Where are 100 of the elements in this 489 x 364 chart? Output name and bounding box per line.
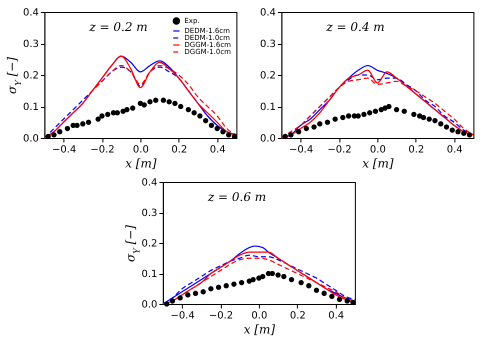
point bbox=[275, 272, 281, 278]
point bbox=[64, 126, 70, 132]
point bbox=[238, 280, 244, 286]
annotation: z = 0.2 m bbox=[88, 20, 148, 34]
point bbox=[372, 108, 378, 114]
x-tick-label: −0.4 bbox=[170, 310, 195, 322]
point bbox=[99, 113, 105, 119]
point bbox=[336, 296, 342, 302]
point bbox=[296, 129, 302, 134]
point bbox=[114, 110, 120, 116]
point bbox=[130, 105, 136, 111]
y-tick-label: 0.0 bbox=[141, 300, 158, 310]
point bbox=[314, 288, 320, 293]
point bbox=[438, 121, 444, 126]
point bbox=[147, 99, 153, 104]
point bbox=[80, 121, 86, 126]
y-tick-label: 0.0 bbox=[22, 134, 39, 144]
point bbox=[226, 132, 232, 138]
x-tick-label: 0.4 bbox=[328, 310, 344, 322]
point bbox=[322, 290, 327, 296]
x-tick-label: −0.4 bbox=[288, 144, 314, 156]
point bbox=[142, 102, 147, 108]
point bbox=[208, 122, 214, 128]
point bbox=[350, 300, 356, 306]
point bbox=[208, 286, 214, 292]
point bbox=[402, 108, 407, 114]
point bbox=[260, 274, 266, 280]
point bbox=[346, 113, 352, 119]
point bbox=[411, 112, 417, 118]
point bbox=[178, 104, 184, 110]
y-tick-label: 0.4 bbox=[260, 8, 276, 18]
point bbox=[426, 116, 432, 122]
point bbox=[311, 124, 317, 130]
point bbox=[281, 274, 286, 280]
x-axis-title: x [m] bbox=[362, 156, 394, 170]
point bbox=[420, 114, 426, 120]
y-tick-label: 0.3 bbox=[141, 208, 158, 219]
point bbox=[282, 134, 288, 140]
point bbox=[298, 280, 304, 286]
point bbox=[170, 298, 176, 304]
point bbox=[51, 132, 57, 138]
x-tick-label: 0.0 bbox=[132, 144, 149, 156]
point bbox=[288, 276, 294, 282]
y-tick-label: 0.1 bbox=[22, 102, 39, 113]
point bbox=[86, 120, 92, 125]
x-tick-label: 0.0 bbox=[251, 310, 268, 322]
point bbox=[216, 284, 222, 290]
point bbox=[166, 99, 172, 104]
point bbox=[356, 113, 361, 119]
y-tick-label: 0.1 bbox=[141, 269, 158, 280]
point bbox=[95, 116, 101, 122]
point bbox=[172, 100, 178, 106]
point bbox=[153, 98, 158, 103]
point bbox=[220, 129, 226, 134]
point bbox=[232, 134, 238, 140]
point bbox=[250, 276, 256, 282]
x-axis-title: x [m] bbox=[244, 322, 276, 336]
point bbox=[386, 104, 392, 110]
point bbox=[361, 112, 367, 118]
x-axis-title: x [m] bbox=[125, 156, 157, 170]
annotation: z = 0.6 m bbox=[206, 190, 266, 204]
x-tick-label: 0.2 bbox=[171, 144, 188, 156]
point bbox=[394, 107, 400, 112]
x-tick-label: 0.4 bbox=[446, 144, 463, 156]
annotation: z = 0.4 m bbox=[325, 20, 385, 34]
point bbox=[46, 134, 51, 140]
y-tick-label: 0.2 bbox=[22, 70, 39, 82]
x-tick-label: −0.4 bbox=[52, 144, 76, 156]
point bbox=[224, 283, 229, 288]
point bbox=[450, 127, 455, 133]
y-tick-label: 0.3 bbox=[260, 39, 276, 50]
point bbox=[432, 118, 438, 124]
x-tick-label: 0.2 bbox=[290, 310, 306, 322]
point bbox=[455, 129, 461, 134]
y-tick-label: 0.2 bbox=[141, 238, 158, 250]
point bbox=[197, 113, 203, 119]
point bbox=[231, 282, 237, 287]
x-tick-label: 0.4 bbox=[210, 144, 226, 156]
y-tick-label: 0.4 bbox=[22, 8, 39, 18]
x-tick-label: −0.2 bbox=[90, 144, 115, 156]
point bbox=[164, 301, 170, 307]
point bbox=[306, 283, 312, 288]
y-tick-label: 0.3 bbox=[22, 39, 39, 50]
point bbox=[304, 126, 309, 132]
y-tick-label: 0.2 bbox=[260, 70, 276, 82]
point bbox=[160, 98, 166, 103]
x-tick-label: −0.2 bbox=[327, 144, 352, 156]
point bbox=[186, 107, 192, 112]
point bbox=[288, 132, 294, 138]
point bbox=[466, 132, 472, 138]
point bbox=[178, 295, 183, 301]
x-tick-label: 0.0 bbox=[370, 144, 386, 156]
point bbox=[270, 270, 275, 276]
point bbox=[461, 130, 466, 136]
point bbox=[105, 112, 110, 118]
y-tick-label: 0.1 bbox=[260, 102, 276, 113]
point bbox=[317, 121, 322, 126]
point bbox=[185, 292, 190, 298]
point bbox=[324, 120, 330, 125]
point bbox=[124, 107, 130, 112]
